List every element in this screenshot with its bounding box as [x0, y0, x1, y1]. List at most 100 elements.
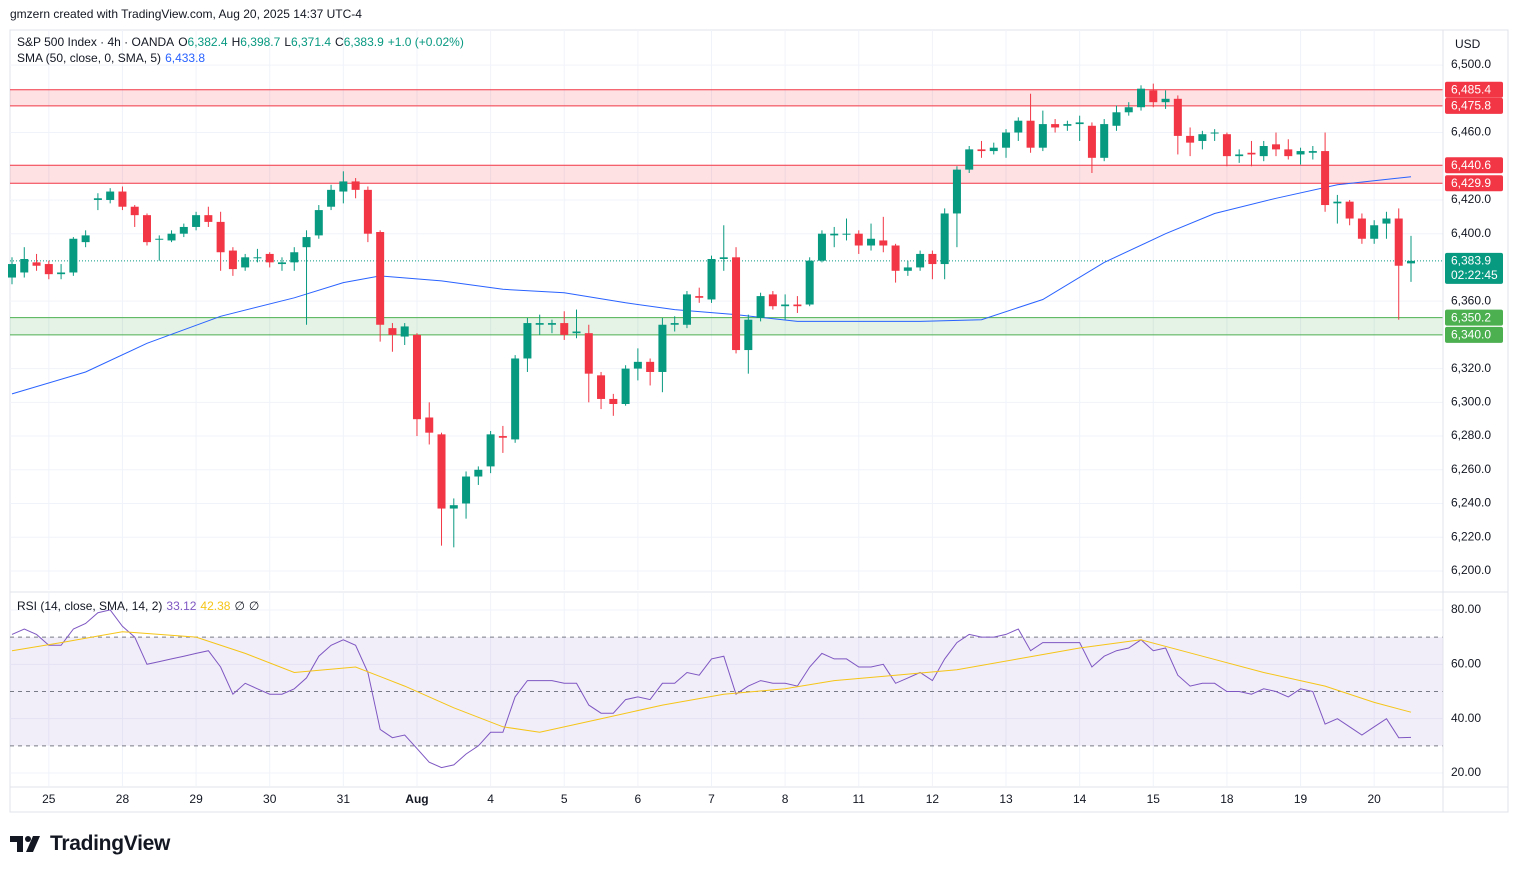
- candle-body: [437, 434, 446, 509]
- candle-body: [142, 215, 151, 243]
- candle-body: [486, 434, 495, 467]
- zone-price-label: 6,440.6: [1451, 158, 1491, 172]
- candle-body: [1051, 124, 1060, 128]
- zone-price-label: 6,485.4: [1451, 82, 1491, 96]
- rsi-legend: RSI (14, close, SMA, 14, 2) 33.12 42.38 ∅ ∅: [17, 598, 263, 614]
- candle-body: [732, 257, 741, 351]
- candle-body: [658, 324, 667, 372]
- rsi-extra: ∅: [234, 599, 245, 613]
- candle-body: [179, 226, 188, 234]
- candle-body: [462, 476, 471, 504]
- zone-price-label: 6,475.8: [1451, 99, 1491, 113]
- y-tick-label: 6,360.0: [1451, 293, 1491, 307]
- candle-body: [695, 296, 704, 298]
- candle-body: [989, 147, 998, 152]
- footer-logo: TradingView: [10, 832, 170, 856]
- candle-body: [44, 264, 53, 275]
- zone: [10, 317, 1443, 335]
- candle-body: [1357, 218, 1366, 239]
- candle-body: [1002, 132, 1011, 148]
- y-tick-label: 40.00: [1451, 711, 1481, 725]
- candle-body: [1087, 125, 1096, 158]
- candle-body: [449, 505, 458, 509]
- x-tick-label: 29: [189, 792, 203, 806]
- rsi-line: [11, 631, 1412, 733]
- candle-body: [1112, 112, 1121, 126]
- candle-body: [192, 215, 201, 227]
- candle-body: [118, 191, 127, 207]
- zone-price-box: [1445, 97, 1503, 114]
- candle-body: [523, 323, 532, 359]
- rsi-extra: ∅: [248, 599, 260, 613]
- candle-body: [977, 149, 986, 152]
- candle-body: [842, 233, 851, 235]
- candle-body: [216, 221, 225, 253]
- x-tick-label: 6: [635, 792, 642, 806]
- zone: [10, 89, 1443, 106]
- candle-body: [253, 257, 262, 259]
- y-tick-label: 6,200.0: [1451, 563, 1491, 577]
- candle-body: [756, 296, 765, 319]
- candle-body: [1259, 146, 1268, 157]
- y-tick-label: 6,260.0: [1451, 462, 1491, 476]
- candle-body: [781, 304, 790, 307]
- candle-body: [265, 253, 274, 263]
- candle-body: [106, 191, 115, 200]
- header: gmzern created with TradingView.com, Aug…: [10, 7, 362, 21]
- price-legend: S&P 500 Index · 4h · OANDA O6,382.4 H6,398…: [17, 34, 468, 66]
- footer-text: TradingView: [50, 832, 171, 855]
- candle-body: [940, 213, 949, 265]
- logo-icon: [10, 836, 40, 852]
- candle-body: [474, 469, 483, 477]
- candle-body: [903, 267, 912, 271]
- x-tick-label: 15: [1147, 792, 1161, 806]
- candle-body: [339, 181, 348, 192]
- candle-body: [1014, 120, 1023, 133]
- candle-body: [57, 272, 66, 275]
- candle-body: [1137, 88, 1146, 108]
- x-tick-label: 8: [782, 792, 789, 806]
- candle-body: [1296, 151, 1305, 155]
- candle-body: [805, 260, 814, 305]
- marks-layer: [8, 83, 1443, 769]
- y-tick-label: 6,500.0: [1451, 57, 1491, 71]
- candle-body: [867, 238, 876, 246]
- y-tick-label: 6,400.0: [1451, 226, 1491, 240]
- zone-price-box: [1445, 309, 1503, 326]
- candle-body: [1026, 120, 1035, 148]
- candle-body: [1235, 154, 1244, 157]
- candle-body: [1038, 124, 1047, 148]
- zone-price-box: [1445, 81, 1503, 98]
- x-tick-label: 18: [1220, 792, 1234, 806]
- candle-body: [584, 333, 593, 374]
- x-tick-label: 11: [853, 792, 866, 806]
- zone: [10, 165, 1443, 184]
- x-tick-label: 25: [42, 792, 56, 806]
- x-tick-label: 12: [926, 792, 940, 806]
- candle-body: [69, 238, 78, 273]
- candle-body: [290, 252, 299, 263]
- zone-price-label: 6,350.2: [1451, 310, 1491, 324]
- candle-body: [81, 235, 90, 243]
- candle-body: [8, 264, 16, 278]
- y-tick-label: 6,300.0: [1451, 394, 1491, 408]
- last-price-box: [1445, 252, 1503, 284]
- candle-body: [879, 240, 888, 246]
- candle-body: [32, 262, 41, 266]
- ohlc-value: 6,371.4: [291, 35, 332, 49]
- candle-body: [1407, 260, 1415, 264]
- candle-body: [1149, 90, 1158, 103]
- x-tick-label: 4: [487, 792, 494, 806]
- x-tick-label: 13: [999, 792, 1013, 806]
- candle-body: [1308, 151, 1317, 153]
- rsi-value: 42.38: [200, 599, 231, 613]
- candle-body: [498, 436, 507, 438]
- candle-body: [1321, 151, 1330, 206]
- candle-body: [633, 361, 642, 369]
- candle-body: [1284, 149, 1293, 157]
- y-tick-label: 80.00: [1451, 602, 1481, 616]
- candle-body: [351, 181, 360, 190]
- x-tick-label: 7: [708, 792, 715, 806]
